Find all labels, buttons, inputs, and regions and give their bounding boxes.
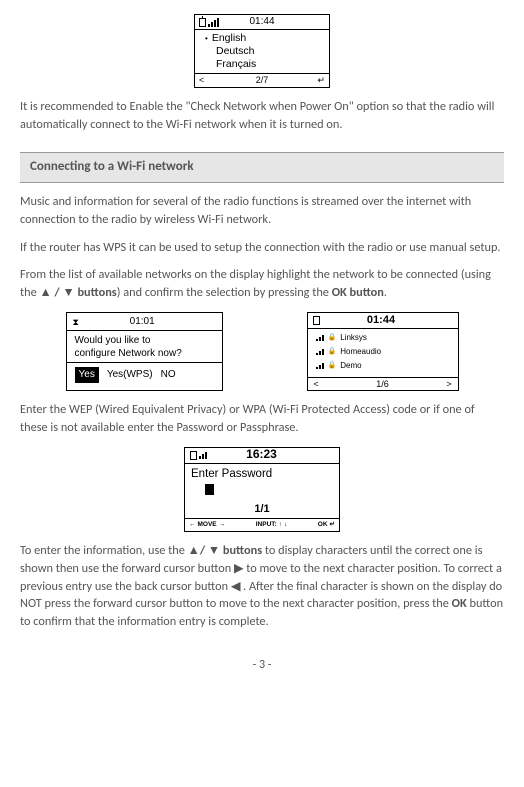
screen4-topbar: 16:23 bbox=[185, 448, 339, 464]
recommend-text: It is recommended to Enable the "Check N… bbox=[20, 98, 504, 134]
section-title: Connecting to a Wi-Fi network bbox=[20, 153, 504, 182]
screen1-topbar: 01:44 bbox=[195, 15, 329, 30]
cursor-icon bbox=[205, 484, 214, 495]
radio-icon bbox=[199, 18, 206, 27]
section-header-wrap: Connecting to a Wi-Fi network bbox=[20, 152, 504, 183]
wifi-signal-icon bbox=[316, 363, 324, 369]
lang-item-2: Français bbox=[216, 58, 256, 70]
down-arrow-icon: ↓ bbox=[284, 520, 287, 529]
screen3-page: 1/6 bbox=[319, 378, 446, 391]
signal-icon-4 bbox=[199, 452, 207, 459]
screen4-body: Enter Password 1/1 bbox=[185, 464, 339, 518]
screen2-prompt: Would you like to configure Network now? bbox=[67, 330, 222, 362]
screen4-count: 1/1 bbox=[191, 502, 333, 518]
network-list-screen: 01:44 🔒 Linksys 🔒 Homeaudio 🔒 Demo < 1/6 bbox=[307, 312, 459, 391]
intro-text-2: If the router has WPS it can be used to … bbox=[20, 239, 504, 257]
para6-buttons: ▲/ ▼ buttons bbox=[188, 543, 262, 558]
intro-text-1: Music and information for several of the… bbox=[20, 193, 504, 229]
screen1-page: 2/7 bbox=[219, 74, 305, 87]
wifi-signal-icon bbox=[316, 335, 324, 341]
choice-yes[interactable]: Yes bbox=[75, 367, 99, 384]
prompt-line1: Would you like to bbox=[75, 334, 214, 347]
left-arrow-icon: ← bbox=[189, 520, 196, 529]
choice-yes-wps[interactable]: Yes(WPS) bbox=[107, 368, 153, 383]
period: . bbox=[384, 285, 387, 300]
screen3-right-arrow: > bbox=[446, 378, 451, 391]
screens-row: ⧗ 01:01 Would you like to configure Netw… bbox=[20, 312, 504, 391]
para4-buttons: ▲ / ▼ buttons bbox=[39, 285, 116, 300]
language-select-screen: 01:44 •English Deutsch Français < 2/7 ↵ bbox=[194, 14, 330, 88]
move-label: MOVE bbox=[198, 520, 217, 529]
lock-icon: 🔒 bbox=[328, 361, 337, 372]
screen1-left-arrow: < bbox=[199, 74, 219, 87]
enter-icon: ↵ bbox=[330, 520, 335, 529]
para4-ok: OK button bbox=[332, 285, 384, 300]
network-name-0: Linksys bbox=[340, 332, 367, 344]
ok-label: OK bbox=[318, 520, 328, 529]
ok-group: OK ↵ bbox=[318, 520, 335, 529]
network-row-2[interactable]: 🔒 Demo bbox=[316, 360, 450, 372]
radio-icon-4 bbox=[190, 451, 197, 460]
input-label: INPUT: bbox=[256, 520, 277, 529]
move-group: ← MOVE → bbox=[189, 520, 225, 529]
screen4-time: 16:23 bbox=[207, 446, 316, 463]
prompt-line2: configure Network now? bbox=[75, 347, 214, 360]
lang-item-1: Deutsch bbox=[216, 45, 255, 57]
lock-icon: 🔒 bbox=[328, 347, 337, 358]
screen2-topbar: ⧗ 01:01 bbox=[67, 313, 222, 330]
screen2-choices: Yes Yes(WPS) NO bbox=[67, 362, 222, 389]
screen3-bottombar: < 1/6 > bbox=[308, 377, 458, 390]
right-arrow-icon: → bbox=[219, 520, 226, 529]
enter-password-screen: 16:23 Enter Password 1/1 ← MOVE → INPUT:… bbox=[184, 447, 340, 532]
up-arrow-icon: ↑ bbox=[279, 520, 282, 529]
screen2-time: 01:01 bbox=[79, 315, 206, 330]
screen3-list: 🔒 Linksys 🔒 Homeaudio 🔒 Demo bbox=[308, 329, 458, 377]
configure-prompt-screen: ⧗ 01:01 Would you like to configure Netw… bbox=[66, 312, 223, 391]
screen1-enter-icon: ↵ bbox=[305, 74, 325, 87]
select-network-text: From the list of available networks on t… bbox=[20, 266, 504, 302]
screen1-body: •English Deutsch Français bbox=[195, 30, 329, 73]
network-name-2: Demo bbox=[340, 360, 361, 372]
lang-item-0: English bbox=[212, 32, 246, 45]
lock-icon: 🔒 bbox=[328, 333, 337, 344]
input-group: INPUT: ↑ ↓ bbox=[256, 520, 287, 529]
network-row-1[interactable]: 🔒 Homeaudio bbox=[316, 346, 450, 358]
screen3-time: 01:44 bbox=[320, 313, 443, 329]
para6-ok: OK bbox=[452, 596, 467, 611]
screen4-title: Enter Password bbox=[191, 466, 333, 483]
wifi-signal-icon bbox=[316, 349, 324, 355]
radio-icon-3 bbox=[313, 316, 320, 325]
password-instruction: Enter the WEP (Wired Equivalent Privacy)… bbox=[20, 401, 504, 437]
screen1-time: 01:44 bbox=[219, 15, 305, 30]
page-number: - 3 - bbox=[20, 657, 504, 674]
network-row-0[interactable]: 🔒 Linksys bbox=[316, 332, 450, 344]
screen4-bottombar: ← MOVE → INPUT: ↑ ↓ OK ↵ bbox=[185, 518, 339, 531]
screen1-bottombar: < 2/7 ↵ bbox=[195, 73, 329, 87]
para6-a: To enter the information, use the bbox=[20, 543, 188, 558]
signal-icon bbox=[208, 18, 219, 27]
entry-instruction: To enter the information, use the ▲/ ▼ b… bbox=[20, 542, 504, 631]
choice-no[interactable]: NO bbox=[161, 368, 176, 383]
para4-mid: ) and confirm the selection by pressing … bbox=[117, 285, 332, 300]
screen3-topbar: 01:44 bbox=[308, 313, 458, 329]
network-name-1: Homeaudio bbox=[340, 346, 381, 358]
